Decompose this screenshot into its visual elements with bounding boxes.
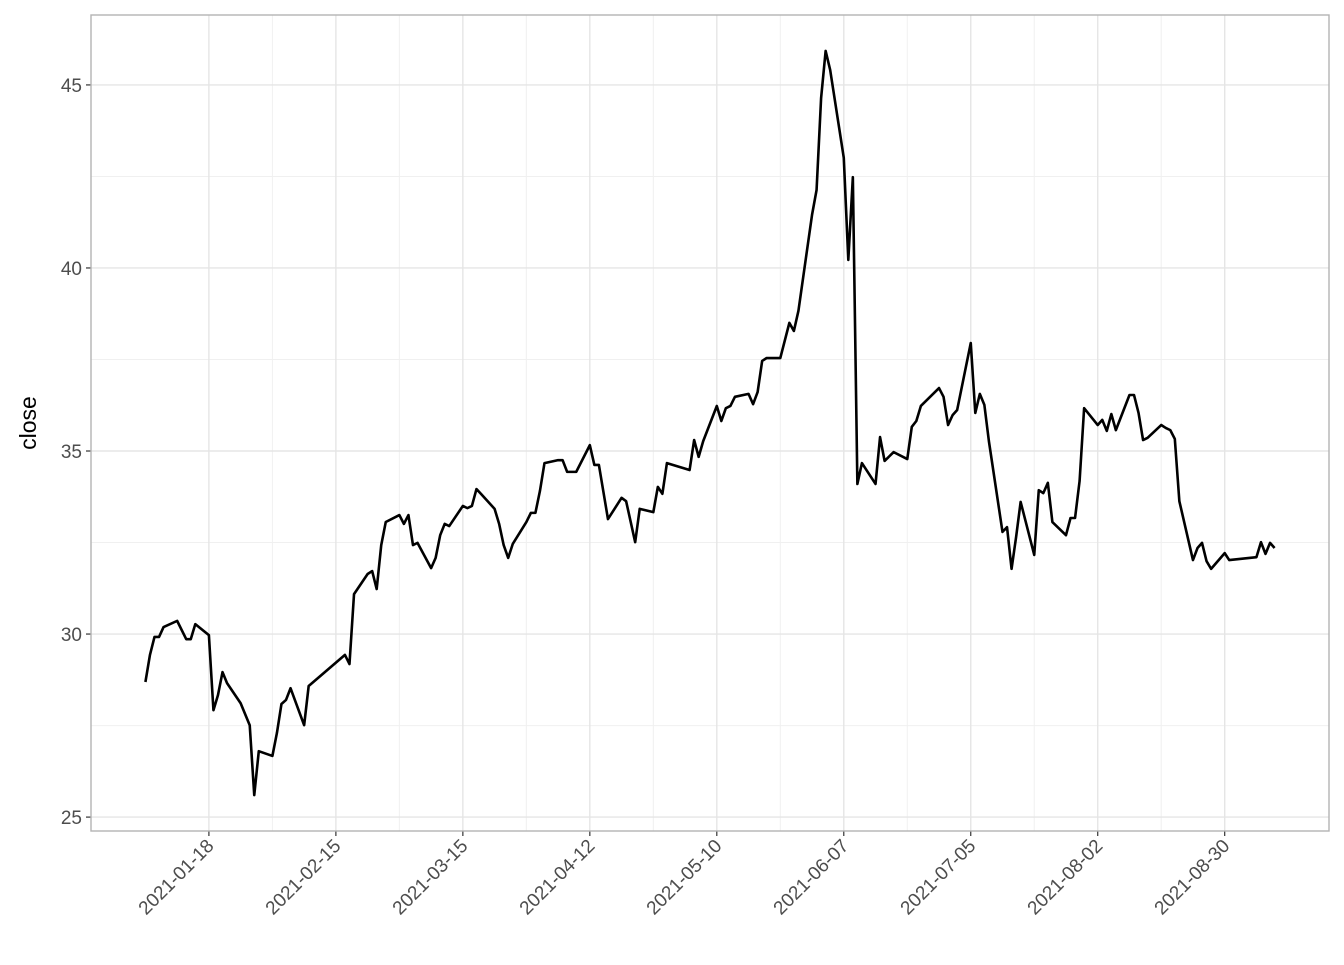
y-axis-label: close	[15, 396, 41, 450]
y-tick-label: 45	[61, 76, 82, 97]
plot-border	[90, 14, 1330, 832]
y-tick-label: 40	[61, 259, 82, 280]
y-tick-label: 35	[61, 442, 82, 463]
y-tick-label: 30	[61, 625, 82, 646]
y-tick-label: 25	[61, 808, 82, 829]
price-line	[144, 49, 1276, 797]
